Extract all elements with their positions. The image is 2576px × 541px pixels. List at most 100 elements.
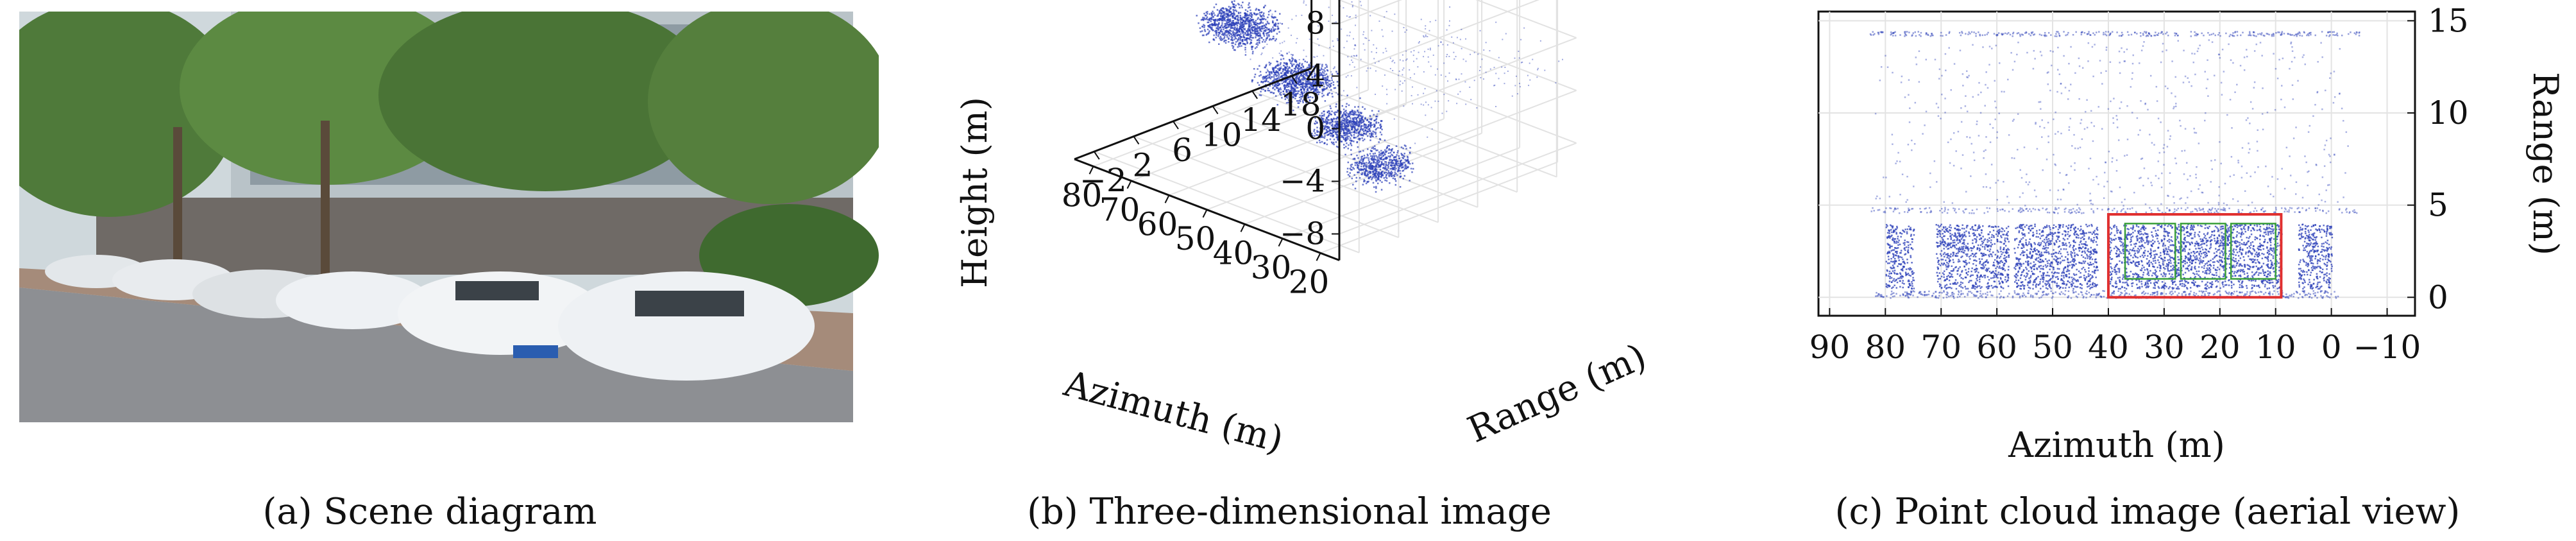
data-point xyxy=(1423,71,1425,73)
data-point xyxy=(1977,227,1979,230)
data-point xyxy=(1319,128,1321,130)
data-point xyxy=(1237,15,1239,17)
data-point xyxy=(1313,100,1315,103)
data-point xyxy=(1417,94,1419,96)
data-point xyxy=(1265,80,1267,82)
data-point xyxy=(1320,83,1323,85)
data-point xyxy=(1337,40,1339,42)
data-point xyxy=(1363,173,1366,175)
data-point xyxy=(1248,21,1250,24)
data-point xyxy=(1504,66,1506,68)
data-point xyxy=(1246,13,1248,15)
x-tick-label: 60 xyxy=(1976,329,2017,366)
data-point xyxy=(1305,55,1307,57)
data-point xyxy=(1303,78,1305,80)
data-point xyxy=(1398,155,1400,157)
data-point xyxy=(1890,224,1892,227)
data-point xyxy=(1243,22,1246,24)
data-point xyxy=(2053,242,2055,245)
data-point xyxy=(2090,239,2092,242)
data-point xyxy=(1221,12,1223,15)
data-point xyxy=(1405,50,1407,52)
data-point xyxy=(1216,34,1217,36)
data-point xyxy=(1250,12,1253,14)
data-point xyxy=(1391,175,1393,177)
data-point xyxy=(1264,30,1266,31)
data-point xyxy=(2003,247,2005,249)
data-point xyxy=(1210,20,1212,22)
data-point xyxy=(1362,164,1365,167)
data-point xyxy=(1346,119,1349,121)
data-point xyxy=(1975,241,1977,243)
data-point xyxy=(1954,281,1956,284)
data-point xyxy=(1374,145,1376,147)
z-axis-label: Height (m) xyxy=(954,97,995,288)
data-point xyxy=(1357,111,1360,114)
data-point xyxy=(1299,99,1301,101)
data-point xyxy=(1955,244,1958,246)
data-point xyxy=(1942,228,1944,231)
data-point xyxy=(1335,71,1337,73)
data-point xyxy=(1495,106,1497,108)
data-point xyxy=(2045,275,2047,277)
data-point xyxy=(1280,58,1282,60)
data-point xyxy=(1936,245,1938,247)
data-point xyxy=(1211,26,1213,29)
data-point xyxy=(1908,280,1910,282)
data-point xyxy=(1396,154,1398,156)
data-point xyxy=(1344,110,1346,112)
data-point xyxy=(1300,98,1302,100)
data-point xyxy=(1335,146,1338,148)
data-point xyxy=(1250,31,1252,33)
data-point xyxy=(1289,90,1291,93)
data-point xyxy=(1279,68,1281,71)
data-point xyxy=(1238,30,1241,32)
data-point xyxy=(1961,246,1963,248)
data-point xyxy=(1357,138,1360,140)
data-point xyxy=(1276,64,1278,67)
data-point xyxy=(1944,255,1945,258)
data-point xyxy=(1947,266,1949,268)
data-point xyxy=(1910,255,1911,257)
data-point xyxy=(2004,237,2006,239)
data-point xyxy=(1231,42,1233,44)
data-point xyxy=(1335,133,1337,135)
data-point xyxy=(1558,60,1560,62)
data-point xyxy=(2003,234,2005,236)
data-point xyxy=(1284,40,1285,42)
data-point xyxy=(1363,133,1365,135)
data-point xyxy=(1958,250,1960,252)
data-point xyxy=(1375,51,1377,53)
data-point xyxy=(1360,134,1362,137)
data-point xyxy=(1936,241,1938,244)
data-point xyxy=(2046,260,2048,262)
data-point xyxy=(1226,36,1228,38)
data-point xyxy=(1908,283,1910,285)
data-point xyxy=(1983,254,1985,257)
data-point xyxy=(1996,261,1999,263)
data-point xyxy=(1376,156,1378,159)
data-point xyxy=(1317,38,1319,40)
data-point xyxy=(1202,17,1204,19)
data-point xyxy=(1384,153,1386,156)
data-point xyxy=(1244,19,1247,22)
data-point xyxy=(2081,236,2084,238)
data-point xyxy=(1335,123,1337,126)
data-point xyxy=(1337,146,1339,148)
data-point xyxy=(1262,18,1264,21)
data-point xyxy=(1308,83,1310,85)
data-point xyxy=(1354,121,1357,123)
data-point xyxy=(1290,71,1292,73)
data-point xyxy=(1343,144,1345,146)
data-point xyxy=(2055,259,2056,261)
data-point xyxy=(1294,83,1296,86)
data-point xyxy=(1897,241,1899,243)
data-point xyxy=(1228,12,1230,13)
data-point xyxy=(1343,138,1345,141)
data-point xyxy=(1335,111,1337,113)
data-point xyxy=(1241,39,1243,41)
data-point xyxy=(1300,67,1301,69)
data-point xyxy=(1372,133,1374,135)
data-point xyxy=(1983,239,1985,241)
data-point xyxy=(1948,271,1951,274)
